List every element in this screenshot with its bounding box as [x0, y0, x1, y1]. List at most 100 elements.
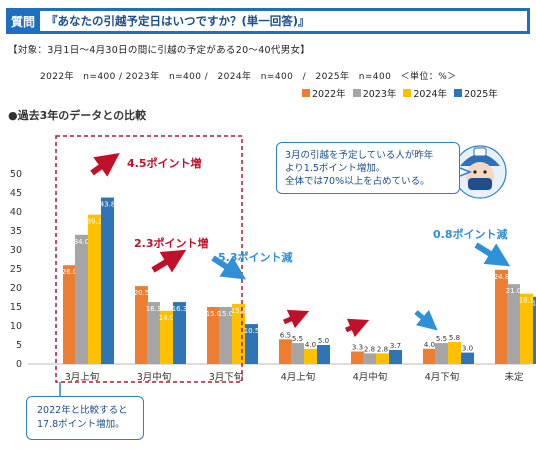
x-category-label: 4月下旬 [425, 371, 460, 383]
bar-value-label: 3.3 [352, 343, 363, 351]
bar-2024年-3月中旬 [160, 310, 173, 364]
bar-2023年-4月下旬 [435, 343, 448, 364]
y-tick-label: 25 [10, 264, 22, 275]
bar-2024年-4月中旬 [376, 353, 389, 364]
up-arrow-2 [151, 249, 187, 273]
bar-2023年-4月中旬 [363, 353, 376, 364]
down-arrow-1 [211, 255, 247, 280]
bar-value-label: 4.0 [424, 341, 435, 349]
annotation-2-3-increase: 2.3ポイント増 [134, 237, 209, 250]
y-tick-label: 10 [10, 321, 22, 332]
legend-item-2022: 2022年 [302, 86, 346, 100]
bar-value-label: 5.5 [436, 335, 447, 343]
bar-value-label: 21.0 [506, 287, 522, 295]
x-category-label: 未定 [504, 371, 524, 383]
bar-value-label: 39.3 [87, 218, 103, 226]
bar-2024年-3月上旬 [88, 214, 101, 364]
bar-2023年-4月上旬 [291, 343, 304, 364]
legend-item-2023: 2023年 [352, 86, 396, 100]
survey-target: 【対象：3月1日～4月30日の間に引越の予定がある20～40代男女】 [8, 45, 311, 56]
bar-value-label: 43.8 [100, 201, 116, 209]
bar-value-label: 14.0 [159, 314, 175, 322]
legend-label-2024: 2024年 [413, 89, 448, 100]
question-text: 『あなたの引越予定日はいつですか？(単一回答)』 [40, 11, 527, 31]
bar-value-label: 5.8 [449, 334, 460, 342]
bar-value-label: 2.8 [377, 345, 388, 353]
bar-value-label: 6.5 [280, 331, 291, 339]
bar-2023年-3月上旬 [75, 234, 88, 364]
annotation-4-5-increase: 4.5ポイント増 [127, 157, 202, 170]
bar-value-label: 26.0 [62, 268, 78, 276]
legend-swatch-2022 [302, 89, 310, 97]
bar-value-label: 2.8 [364, 345, 375, 353]
bar-value-label: 16.3 [172, 305, 188, 313]
bar-2022年-4月上旬 [279, 339, 292, 364]
note-line-1: 3月の引越を予定している人が昨年 [285, 149, 434, 161]
y-tick-label: 45 [10, 188, 22, 199]
annotation-5-3-decrease: 5.3ポイント減 [218, 251, 293, 264]
bar-value-label: 17.7 [532, 300, 536, 308]
callout-tail [459, 167, 473, 177]
bar-value-label: 24.8 [494, 273, 510, 281]
y-tick-label: 35 [10, 226, 22, 237]
legend-item-2024: 2024年 [403, 86, 447, 100]
bar-value-label: 15.0 [206, 310, 222, 318]
bar-value-label: 10.5 [244, 327, 260, 335]
bar-2025年-4月中旬 [389, 349, 402, 364]
bar-2025年-3月中旬 [173, 302, 186, 364]
down-arrow-2 [414, 309, 438, 331]
chart-subtitle: ●過去3年のデータとの比較 [8, 109, 147, 122]
bar-2022年-3月下旬 [207, 307, 220, 364]
bar-value-label: 34.0 [74, 238, 90, 246]
legend-swatch-2025 [454, 89, 463, 97]
bar-2022年-4月中旬 [351, 351, 364, 364]
bar-value-label: 3.7 [390, 342, 401, 350]
bottom-note-line-2: 17.8ポイント増加。 [37, 419, 125, 430]
bottom-note-line-1: 2022年と比較すると [37, 405, 128, 416]
up-arrow-3 [282, 309, 310, 329]
legend-item-2025: 2025年 [454, 86, 498, 100]
legend-label-2025: 2025年 [464, 89, 498, 100]
bar-2023年-未定 [507, 284, 520, 364]
bar-2024年-4月上旬 [304, 348, 317, 364]
bar-2025年-4月下旬 [461, 352, 474, 364]
y-tick-label: 0 [16, 359, 22, 370]
annotation-0-8-decrease: 0.8ポイント減 [433, 228, 508, 241]
bar-2023年-3月下旬 [219, 307, 232, 364]
callout-note: 3月の引越を予定している人が昨年 より1.5ポイント増加。 全体では70%以上を… [276, 142, 460, 194]
y-tick-label: 15 [10, 302, 22, 313]
legend-swatch-2024 [403, 89, 412, 97]
callout-bottom: 2022年と比較すると 17.8ポイント増加。 [26, 396, 144, 440]
bar-2022年-4月下旬 [423, 348, 436, 364]
sample-size: 2022年 n=400 / 2023年 n=400 / 2024年 n=400 … [40, 72, 457, 82]
legend-swatch-2023 [352, 89, 361, 97]
bar-2024年-未定 [520, 293, 533, 364]
bar-value-label: 15.0 [218, 310, 234, 318]
question-header: 質問 『あなたの引越予定日はいつですか？(単一回答)』 [6, 8, 530, 34]
bar-value-label: 16.3 [146, 305, 162, 313]
x-category-label: 4月上旬 [281, 371, 316, 383]
bar-value-label: 15.8 [231, 307, 247, 315]
y-tick-label: 30 [10, 245, 22, 256]
bar-2024年-4月下旬 [448, 341, 461, 364]
note-line-3: 全体では70%以上を占めている。 [285, 175, 430, 187]
bar-value-label: 5.0 [318, 337, 329, 345]
x-category-label: 3月上旬 [65, 371, 100, 383]
bar-2023年-3月中旬 [147, 302, 160, 364]
bar-value-label: 3.0 [462, 345, 473, 353]
bar-2025年-3月上旬 [101, 197, 114, 364]
bar-2025年-4月上旬 [317, 345, 330, 364]
legend-label-2022: 2022年 [312, 89, 346, 100]
bar-2025年-未定 [533, 296, 536, 364]
up-arrow-4 [345, 318, 370, 338]
y-tick-label: 5 [16, 340, 22, 351]
bar-2025年-3月下旬 [245, 324, 258, 364]
mascot-face-icon [453, 145, 507, 199]
bar-value-label: 5.5 [292, 335, 303, 343]
note-line-2: より1.5ポイント増加。 [285, 162, 386, 174]
bar-2024年-3月下旬 [232, 303, 245, 364]
bar-2022年-未定 [495, 269, 508, 364]
question-label: 質問 [10, 14, 35, 29]
up-arrow-1 [90, 152, 120, 177]
chart-legend: 2022年 2023年 2024年 2025年 [302, 86, 505, 100]
